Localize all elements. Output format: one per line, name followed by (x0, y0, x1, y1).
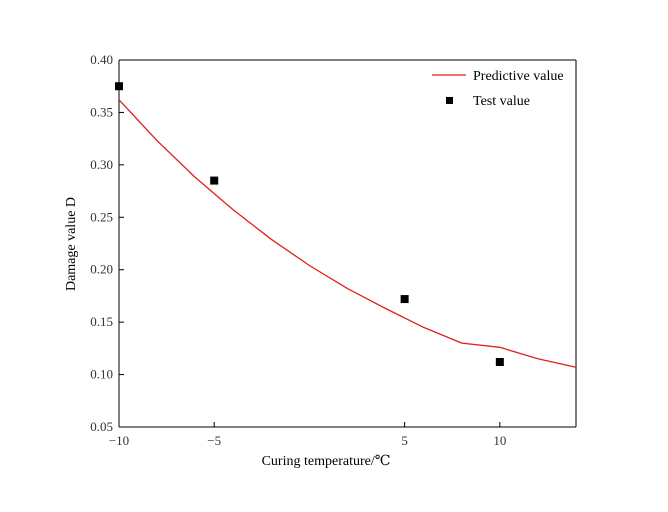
series-layer (115, 82, 577, 368)
x-tick-label: 5 (401, 433, 408, 448)
y-tick-label: 0.40 (90, 52, 113, 67)
test-value-point (115, 82, 123, 91)
plot-frame (118, 59, 577, 428)
y-tick-label: 0.10 (90, 367, 113, 382)
y-ticks: 0.05 0.10 0.15 0.20 0.25 0.30 0.35 0.40 (90, 52, 124, 434)
y-tick-label: 0.15 (90, 314, 113, 329)
legend: Predictive value Test value (432, 69, 564, 109)
test-value-point (495, 357, 504, 366)
predictive-value-line (118, 99, 577, 368)
x-tick-label: 10 (493, 433, 506, 448)
x-ticks: −10 −5 5 10 (109, 422, 506, 448)
y-tick-label: 0.30 (90, 157, 113, 172)
legend-label-predictive: Predictive value (473, 69, 564, 84)
x-tick-label: −5 (207, 433, 221, 448)
legend-label-test: Test value (473, 94, 530, 109)
y-tick-label: 0.20 (90, 262, 113, 277)
x-tick-label: −10 (109, 433, 129, 448)
y-axis-title: Damage value D (64, 197, 79, 291)
x-axis-title: Curing temperature/℃ (262, 454, 391, 469)
test-value-point (210, 176, 219, 185)
y-tick-label: 0.25 (90, 209, 113, 224)
y-tick-label: 0.35 (90, 104, 113, 119)
legend-swatch-test (446, 97, 453, 104)
test-value-point (400, 295, 409, 304)
y-tick-label: 0.05 (90, 419, 113, 434)
